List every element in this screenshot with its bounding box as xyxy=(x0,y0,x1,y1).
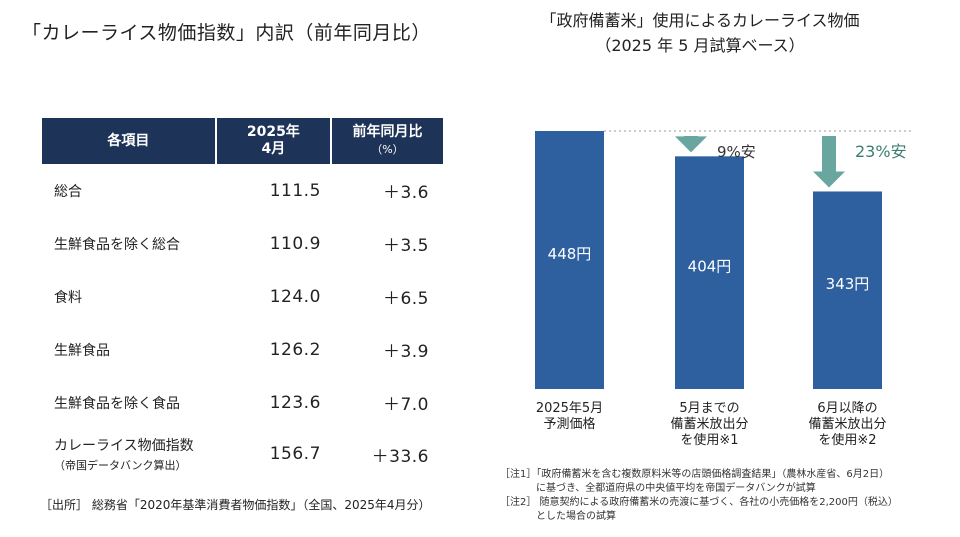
bar xyxy=(535,131,604,389)
table-row: カレーライス物価指数 （帝国データバンク算出） 156.7 ＋33.6 xyxy=(42,429,443,479)
discount-arrow xyxy=(675,136,707,153)
header-month-line2: 4月 xyxy=(261,141,286,157)
chart-notes: ［注1］「政府備蓄米を含む複数原料米等の店頭価格調査結果」（農林水産省、6月2日… xyxy=(500,468,950,524)
row-value: 126.2 xyxy=(269,339,321,360)
header-month: 2025年 4月 xyxy=(215,118,332,164)
row-name: 生鮮食品 xyxy=(54,342,110,359)
row-value: 123.6 xyxy=(269,392,321,413)
table-row: 総合 111.5 ＋3.6 xyxy=(42,164,443,217)
note-line: に基づき、全都道府県の中央値平均を帝国データバンクが試算 xyxy=(536,483,816,494)
row-change: ＋3.6 xyxy=(382,183,429,203)
table-row: 食料 124.0 ＋6.5 xyxy=(42,270,443,323)
source-note: ［出所］ 総務省「2020年基準消費者物価指数」（全国、2025年4月分） xyxy=(40,498,431,512)
discount-label: 23%安 xyxy=(855,142,907,161)
chart-title-line1: 「政府備蓄米」使用によるカレーライス物価 xyxy=(540,11,860,30)
note-line: ［注1］「政府備蓄米を含む複数原料米等の店頭価格調査結果」（農林水産省、6月2日… xyxy=(500,469,890,480)
header-yoy-line2: （%） xyxy=(371,143,404,156)
chart-title: 「政府備蓄米」使用によるカレーライス物価 （2025 年 5 月試算ベース） xyxy=(490,8,910,58)
row-value: 111.5 xyxy=(269,180,321,201)
note-line: ［注2］ 随意契約による政府備蓄米の売渡に基づく、各社の小売価格を2,200円（… xyxy=(500,497,898,508)
header-item: 各項目 xyxy=(42,118,217,164)
category-label: 備蓄米放出分 xyxy=(808,416,886,432)
row-value: 110.9 xyxy=(269,233,321,254)
header-month-line1: 2025年 xyxy=(246,124,300,140)
row-name-cell: カレーライス物価指数 （帝国データバンク算出） xyxy=(42,429,216,479)
bar-value-label: 343円 xyxy=(826,275,870,293)
table-row: 生鮮食品を除く食品 123.6 ＋7.0 xyxy=(42,376,443,429)
row-change: ＋7.0 xyxy=(382,395,429,415)
category-label: 備蓄米放出分 xyxy=(670,416,748,432)
row-name: 生鮮食品を除く総合 xyxy=(54,236,180,253)
header-yoy-line1: 前年同月比 xyxy=(352,124,423,140)
bar-value-label: 404円 xyxy=(688,258,732,276)
table-row: 生鮮食品を除く総合 110.9 ＋3.5 xyxy=(42,217,443,270)
row-name: カレーライス物価指数 xyxy=(54,438,194,454)
bar xyxy=(675,156,744,389)
row-name: 食料 xyxy=(54,289,82,306)
row-change: ＋3.9 xyxy=(382,342,429,362)
discount-arrow xyxy=(813,136,845,188)
bar-value-label: 448円 xyxy=(548,245,592,263)
row-name: 生鮮食品を除く食品 xyxy=(54,395,180,412)
chart-title-line2: （2025 年 5 月試算ベース） xyxy=(595,36,805,55)
note-line: とした場合の試算 xyxy=(536,511,616,522)
bar xyxy=(813,191,882,389)
row-name: 総合 xyxy=(54,183,82,200)
discount-label: 9%安 xyxy=(717,143,756,161)
category-label: 予測価格 xyxy=(543,416,595,432)
category-label: 6月以降の xyxy=(817,401,877,416)
cpi-table: 各項目 2025年 4月 前年同月比 （%） 総合 111.5 ＋3.6 生鮮食… xyxy=(42,118,443,479)
table-header-row: 各項目 2025年 4月 前年同月比 （%） xyxy=(42,118,443,164)
row-change: ＋3.5 xyxy=(382,236,429,256)
left-title: 「カレーライス物価指数」内訳（前年同月比） xyxy=(22,22,431,44)
row-change: ＋6.5 xyxy=(382,289,429,309)
row-value: 124.0 xyxy=(269,286,321,307)
row-value: 156.7 xyxy=(269,444,321,464)
category-label: を使用※2 xyxy=(818,432,876,448)
category-label: 5月までの xyxy=(679,401,739,416)
header-yoy: 前年同月比 （%） xyxy=(330,118,443,164)
row-name-sub: （帝国データバンク算出） xyxy=(54,459,187,472)
table-row: 生鮮食品 126.2 ＋3.9 xyxy=(42,323,443,376)
category-label: を使用※1 xyxy=(680,432,738,448)
category-label: 2025年5月 xyxy=(536,401,603,416)
row-change: ＋33.6 xyxy=(371,446,429,467)
